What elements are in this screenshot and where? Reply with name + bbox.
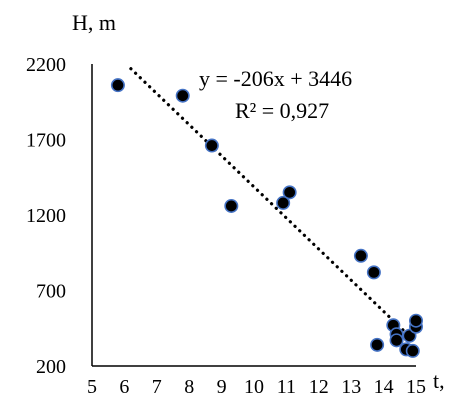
y-tick-label: 2200 xyxy=(26,54,66,76)
x-tick-label: 13 xyxy=(341,376,361,398)
y-axis-label: H, m xyxy=(72,10,116,35)
data-point xyxy=(408,313,423,328)
y-tick-label: 700 xyxy=(36,281,66,303)
x-tick-label: 8 xyxy=(184,376,194,398)
trendline-group xyxy=(129,67,405,332)
y-tick-label: 1200 xyxy=(26,205,66,227)
data-point xyxy=(370,337,385,352)
trendline-r2: R² = 0,927 xyxy=(235,98,329,123)
data-point xyxy=(204,138,219,153)
data-point xyxy=(353,248,368,263)
labels-group: H, m t, y = -206x + 3446 R² = 0,927 xyxy=(72,10,445,393)
x-tick-label: 6 xyxy=(119,376,129,398)
trendline-equation: y = -206x + 3446 xyxy=(199,66,352,91)
x-tick-label: 15 xyxy=(406,376,426,398)
data-point xyxy=(224,198,239,213)
x-tick-label: 11 xyxy=(277,376,296,398)
y-tick-label: 200 xyxy=(36,356,66,378)
x-axis-label: t, xyxy=(433,368,445,393)
trendline xyxy=(129,67,405,332)
data-point xyxy=(175,88,190,103)
data-point xyxy=(366,265,381,280)
data-point xyxy=(110,78,125,93)
x-tick-label: 7 xyxy=(152,376,162,398)
data-point xyxy=(389,333,404,348)
points-group xyxy=(110,78,423,358)
data-point xyxy=(405,343,420,358)
axes: 200 700 1200 1700 2200 5 6 7 8 9 10 11 12 13 14 15 xyxy=(26,54,426,398)
y-tick-label: 1700 xyxy=(26,130,66,152)
data-point xyxy=(282,185,297,200)
data-point xyxy=(276,195,291,210)
x-tick-label: 9 xyxy=(217,376,227,398)
x-tick-label: 5 xyxy=(87,376,97,398)
x-tick-label: 14 xyxy=(374,376,394,398)
x-tick-label: 10 xyxy=(244,376,264,398)
x-tick-label: 12 xyxy=(309,376,329,398)
